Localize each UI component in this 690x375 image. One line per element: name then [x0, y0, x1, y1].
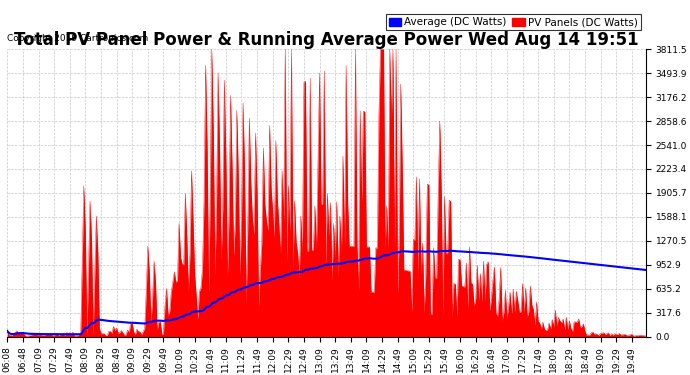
Text: Copyright 2019 Cartronics.com: Copyright 2019 Cartronics.com [8, 34, 148, 44]
Legend: Average (DC Watts), PV Panels (DC Watts): Average (DC Watts), PV Panels (DC Watts) [386, 14, 641, 30]
Title: Total PV Panel Power & Running Average Power Wed Aug 14 19:51: Total PV Panel Power & Running Average P… [14, 31, 639, 49]
